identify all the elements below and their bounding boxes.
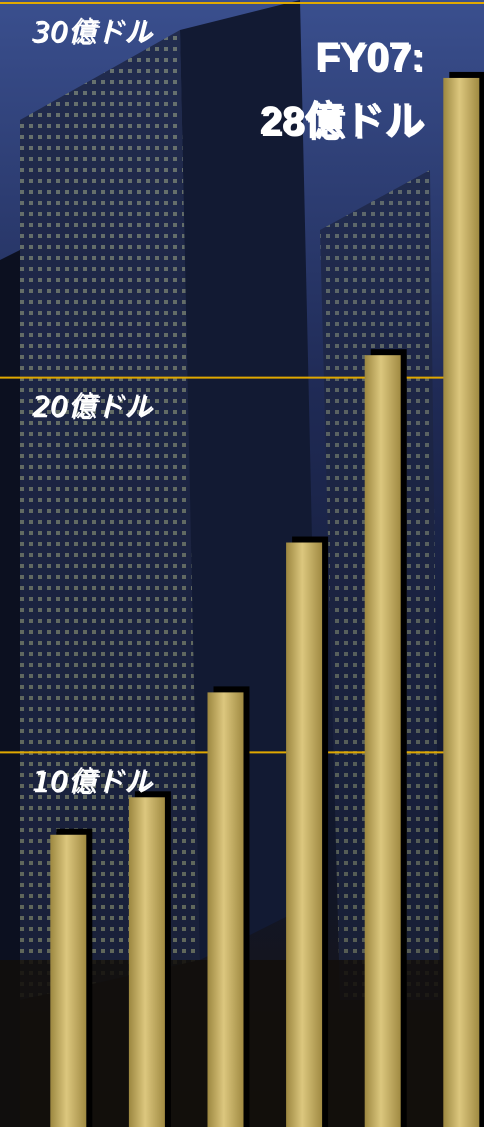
bar (128, 797, 165, 1127)
y-tick-label-shadow: 10億ドル (34, 766, 155, 799)
bar (286, 542, 323, 1127)
y-tick-label: 30億ドル (32, 15, 153, 48)
annotation: FY07: FY07: 28億ドル 28億ドル (260, 35, 427, 145)
bars (50, 71, 484, 1127)
annotation-shadow: FY07: (317, 37, 426, 81)
y-tick-label: 10億ドル (32, 764, 153, 797)
bar (364, 355, 401, 1127)
annotation-line: 28億ドル (260, 99, 425, 143)
y-tick-label-shadow: 30億ドル (34, 17, 155, 50)
annotation-line: FY07: (315, 35, 424, 79)
bar (50, 834, 87, 1127)
annotation-shadow: 28億ドル (262, 101, 427, 145)
y-tick-label: 20億ドル (32, 390, 153, 423)
bar (443, 77, 480, 1127)
bar (207, 692, 244, 1127)
building (0, 250, 20, 1127)
y-tick-label-shadow: 20億ドル (34, 391, 155, 424)
building (20, 30, 200, 1000)
